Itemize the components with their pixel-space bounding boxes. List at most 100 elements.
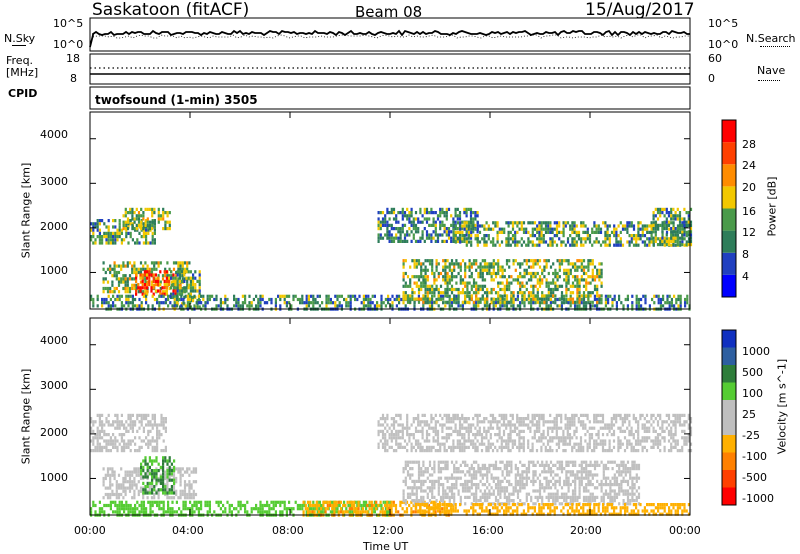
velocity-cell bbox=[595, 445, 598, 449]
power-cell bbox=[472, 304, 475, 308]
power-cell bbox=[157, 274, 160, 278]
power-cell bbox=[652, 221, 655, 225]
velocity-cell bbox=[604, 449, 607, 453]
power-cell bbox=[125, 297, 128, 302]
velocity-cell bbox=[535, 439, 539, 443]
velocity-cell bbox=[522, 420, 525, 424]
beam-label: Beam 08 bbox=[355, 3, 423, 21]
power-cell bbox=[479, 268, 482, 272]
power-cell bbox=[632, 243, 636, 247]
power-cell bbox=[189, 286, 192, 290]
power-cell bbox=[133, 217, 136, 221]
velocity-cell bbox=[401, 426, 404, 430]
power-cell bbox=[168, 227, 171, 231]
power-cell bbox=[413, 304, 416, 308]
velocity-cell bbox=[164, 488, 167, 492]
power-cell bbox=[384, 217, 387, 221]
power-cell bbox=[470, 287, 473, 292]
power-cell bbox=[103, 235, 106, 239]
velocity-cell bbox=[183, 483, 187, 487]
power-cell bbox=[679, 304, 682, 308]
power-cell bbox=[197, 297, 200, 302]
velocity-cell bbox=[379, 429, 382, 433]
power-cell bbox=[182, 301, 185, 305]
power-cell bbox=[392, 227, 396, 231]
power-cell bbox=[604, 240, 607, 244]
velocity-cell bbox=[135, 483, 138, 487]
power-cell bbox=[469, 214, 473, 218]
power-cell bbox=[455, 287, 458, 292]
velocity-cell bbox=[421, 429, 424, 433]
velocity-cell bbox=[428, 449, 431, 453]
power-cell bbox=[338, 304, 341, 308]
power-cell bbox=[598, 262, 601, 266]
velocity-cell bbox=[399, 503, 402, 508]
velocity-cell bbox=[125, 426, 128, 430]
velocity-cell bbox=[309, 503, 312, 508]
velocity-cell bbox=[606, 433, 609, 437]
power-cell bbox=[459, 240, 462, 244]
velocity-cell bbox=[417, 417, 420, 421]
power-cell bbox=[147, 228, 150, 232]
power-cell bbox=[131, 214, 134, 218]
power-cell bbox=[498, 230, 501, 234]
power-cell bbox=[452, 220, 455, 224]
power-cell bbox=[104, 286, 107, 291]
velocity-cell bbox=[588, 442, 591, 446]
power-cell bbox=[575, 243, 578, 247]
velocity-cell bbox=[123, 445, 126, 449]
power-cell bbox=[643, 227, 647, 231]
power-cell bbox=[106, 267, 110, 271]
power-cell bbox=[600, 294, 603, 298]
velocity-cell bbox=[135, 470, 138, 474]
power-cell bbox=[425, 236, 429, 240]
velocity-cell bbox=[513, 442, 517, 446]
velocity-cell bbox=[153, 469, 156, 473]
power-cell bbox=[192, 295, 195, 299]
power-cell bbox=[154, 273, 157, 277]
power-cell bbox=[411, 275, 414, 279]
power-cell bbox=[606, 224, 609, 228]
power-cell bbox=[536, 243, 539, 247]
velocity-cell bbox=[491, 417, 495, 421]
power-cell bbox=[406, 275, 410, 279]
power-cell bbox=[168, 274, 171, 278]
power-cell bbox=[133, 211, 136, 215]
velocity-cell bbox=[107, 442, 110, 446]
velocity-cell bbox=[430, 445, 433, 449]
power-cell bbox=[433, 281, 436, 285]
power-cell bbox=[600, 275, 603, 279]
power-cell bbox=[641, 230, 644, 234]
power-cell bbox=[631, 304, 634, 308]
power-cell bbox=[150, 270, 154, 275]
power-cell bbox=[174, 286, 177, 290]
power-cell bbox=[131, 223, 134, 227]
velocity-cell bbox=[172, 489, 176, 493]
velocity-cell bbox=[555, 426, 558, 430]
power-cell bbox=[646, 243, 649, 247]
power-cell bbox=[474, 237, 477, 241]
velocity-cell bbox=[149, 503, 152, 508]
power-cell bbox=[676, 239, 679, 243]
velocity-cell bbox=[441, 426, 444, 430]
power-cell bbox=[576, 294, 579, 298]
velocity-cell bbox=[304, 503, 307, 508]
velocity-cell bbox=[261, 503, 264, 508]
power-cell bbox=[435, 297, 438, 302]
velocity-cell bbox=[423, 413, 426, 417]
power-cell bbox=[589, 291, 592, 295]
power-cell bbox=[391, 301, 394, 305]
velocity-cell bbox=[509, 439, 512, 443]
velocity-cell bbox=[98, 429, 101, 433]
power-cell bbox=[468, 275, 471, 279]
power-cell bbox=[478, 240, 482, 244]
power-cell bbox=[325, 297, 328, 302]
velocity-cell bbox=[136, 417, 139, 421]
power-cell bbox=[580, 243, 583, 247]
power-cell bbox=[469, 217, 473, 221]
power-cell bbox=[490, 275, 493, 279]
power-cell bbox=[408, 233, 411, 237]
power-cell bbox=[630, 240, 633, 244]
power-cell bbox=[217, 304, 220, 308]
velocity-cell bbox=[301, 503, 304, 508]
